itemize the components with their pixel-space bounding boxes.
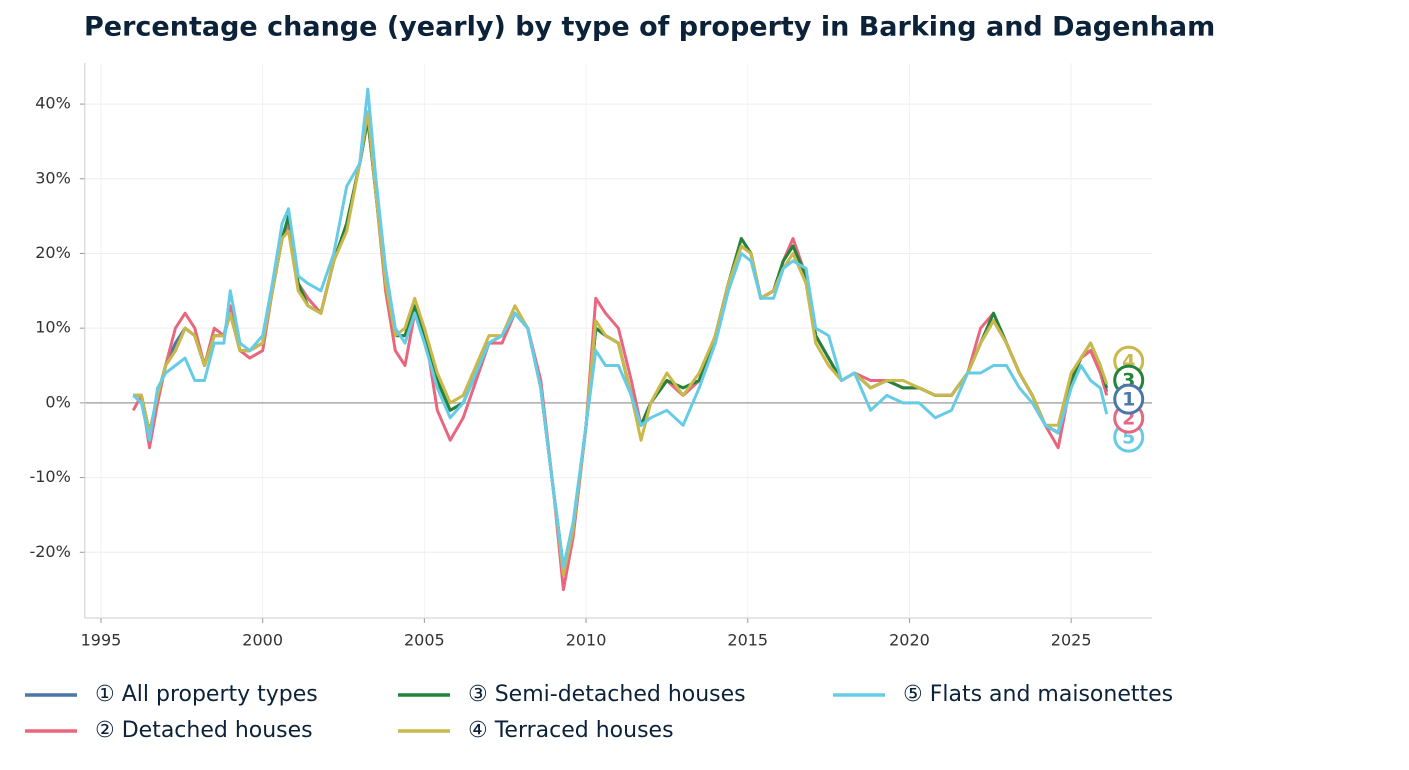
- series-line: [132, 87, 1109, 569]
- series-line: [133, 117, 1109, 569]
- end-label: 1: [1122, 389, 1135, 411]
- legend-label: ① All property types: [95, 682, 318, 707]
- legend-label: ③ Semi-detached houses: [468, 682, 746, 707]
- y-tick-label: 0%: [45, 392, 70, 411]
- series-line: [133, 117, 1109, 569]
- legend-label: ② Detached houses: [95, 718, 313, 743]
- end-marker: [1113, 383, 1145, 415]
- x-tick-label: 2015: [727, 631, 768, 650]
- x-tick-label: 2005: [404, 631, 445, 650]
- x-tick-label: 2025: [1051, 631, 1092, 650]
- series-line: [133, 110, 1109, 577]
- chart-title: Percentage change (yearly) by type of pr…: [84, 12, 1215, 43]
- x-tick-label: 2020: [889, 631, 930, 650]
- x-tick-label: 1995: [81, 631, 122, 650]
- x-tick-label: 2010: [566, 631, 607, 650]
- legend-label: ⑤ Flats and maisonettes: [903, 682, 1173, 707]
- y-tick-label: 20%: [35, 243, 71, 262]
- y-tick-label: -20%: [29, 542, 70, 561]
- y-tick-label: -10%: [29, 467, 70, 486]
- x-tick-label: 2000: [242, 631, 283, 650]
- legend-label: ④ Terraced houses: [468, 718, 674, 743]
- y-tick-label: 10%: [35, 318, 71, 337]
- y-tick-label: 30%: [35, 168, 71, 187]
- y-tick-label: 40%: [35, 94, 71, 113]
